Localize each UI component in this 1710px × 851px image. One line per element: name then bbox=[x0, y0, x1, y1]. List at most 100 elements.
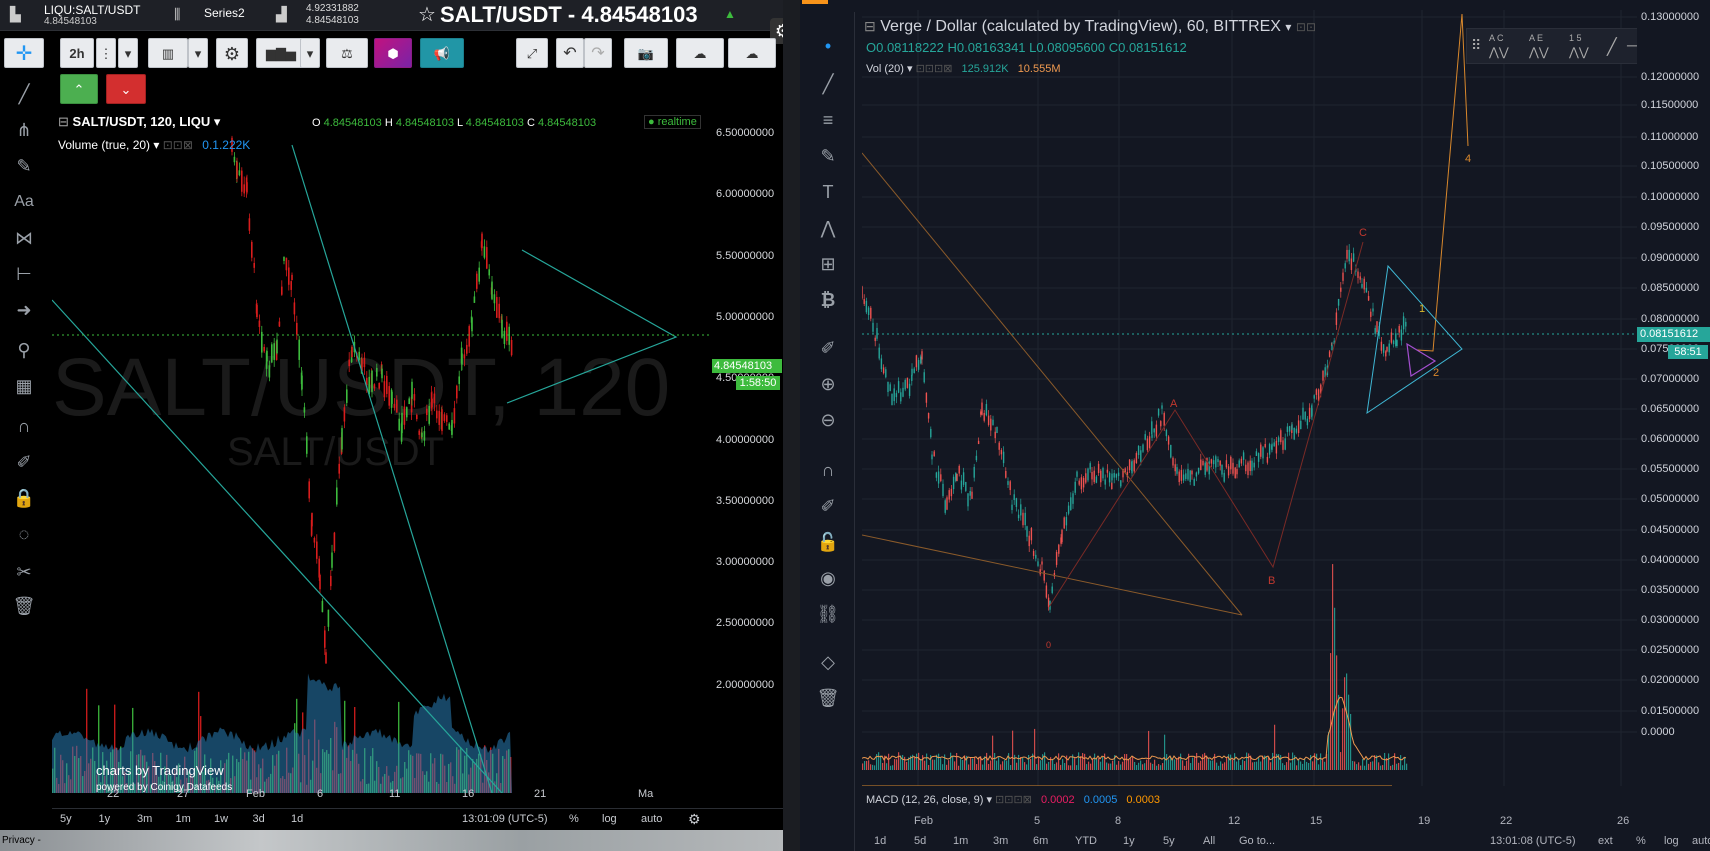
symbol-name[interactable]: LIQU:SALT/USDT bbox=[44, 3, 141, 17]
range-button-1y[interactable]: 1y bbox=[1123, 835, 1135, 847]
orange-trend-line-2[interactable] bbox=[862, 534, 1243, 616]
chevron-down-icon[interactable]: ▾ bbox=[906, 63, 913, 75]
indicators-dropdown[interactable]: ▾ bbox=[300, 38, 320, 68]
percent-toggle[interactable]: % bbox=[1636, 835, 1646, 847]
layers-icon[interactable]: ◇ bbox=[821, 652, 835, 672]
prediction-icon[interactable]: ⊢ bbox=[16, 264, 32, 284]
link-icon[interactable]: ⛓ bbox=[816, 604, 840, 624]
lock-icon[interactable]: 🔒 bbox=[12, 488, 36, 508]
magnet-icon[interactable]: ∩ bbox=[17, 416, 31, 436]
settings-gear-icon[interactable]: ⚙ bbox=[770, 18, 783, 44]
range-button-1d[interactable]: 1d bbox=[291, 813, 304, 825]
privacy-link[interactable]: Privacy - bbox=[2, 835, 41, 846]
percent-toggle[interactable]: % bbox=[569, 813, 579, 825]
legend-title[interactable]: Verge / Dollar (calculated by TradingVie… bbox=[880, 18, 1281, 35]
compare-button[interactable]: ⚖ bbox=[326, 38, 368, 68]
pattern-icon[interactable]: ⋈ bbox=[15, 228, 33, 248]
chart-style-dropdown[interactable]: ▾ bbox=[188, 38, 208, 68]
auto-toggle[interactable]: auto bbox=[1692, 835, 1710, 847]
right-time-axis[interactable]: Feb 5 8 12 15 19 22 26 bbox=[862, 815, 1637, 831]
wave-ae-tool[interactable]: A E bbox=[1529, 33, 1544, 43]
kebab-menu-button[interactable]: ⋮ bbox=[96, 38, 116, 68]
lock-icon[interactable]: 🔓 bbox=[816, 532, 840, 552]
macd-label[interactable]: MACD (12, 26, close, 9) bbox=[866, 794, 984, 806]
measure-icon[interactable]: ▦ bbox=[15, 376, 33, 396]
triangle-pattern[interactable] bbox=[506, 249, 678, 404]
magnet-icon[interactable]: ∩ bbox=[821, 460, 835, 480]
abc-wave[interactable] bbox=[1048, 241, 1364, 608]
dot-cursor-icon[interactable]: • bbox=[824, 36, 832, 56]
ruler-icon[interactable]: ✐ bbox=[820, 338, 836, 358]
buy-button[interactable]: ⌃ bbox=[60, 74, 98, 104]
range-button-Go to...[interactable]: Go to... bbox=[1239, 835, 1276, 847]
auto-toggle[interactable]: auto bbox=[641, 813, 663, 825]
text-icon[interactable]: Aa bbox=[14, 193, 34, 210]
interval-dropdown-button[interactable]: ▾ bbox=[118, 38, 138, 68]
right-price-chart[interactable]: A B C 0 1 2 4 bbox=[862, 10, 1637, 786]
arrow-icon[interactable]: ➜ bbox=[16, 300, 32, 320]
pitchfork-icon[interactable]: ⋔ bbox=[16, 120, 32, 140]
ext-toggle[interactable]: ext bbox=[1598, 835, 1613, 847]
tv-branding-line1[interactable]: charts by TradingView bbox=[96, 763, 224, 778]
range-button-1w[interactable]: 1w bbox=[214, 813, 229, 825]
range-button-5y[interactable]: 5y bbox=[1163, 835, 1175, 847]
right-price-axis[interactable]: 0.13000000 0.12000000 0.11500000 0.11000000… bbox=[1637, 0, 1710, 851]
range-button-1m[interactable]: 1m bbox=[953, 835, 969, 847]
range-button-3d[interactable]: 3d bbox=[252, 813, 265, 825]
settings-button[interactable]: ⚙ bbox=[216, 38, 248, 68]
collapse-icon[interactable]: ⊟ bbox=[58, 114, 69, 129]
star-icon[interactable]: ☆ bbox=[418, 4, 436, 26]
vol-label[interactable]: Vol (20) bbox=[866, 63, 904, 75]
volume-label[interactable]: Volume (true, 20) bbox=[58, 138, 151, 152]
chevron-down-icon[interactable]: ▾ bbox=[1285, 20, 1292, 34]
indicator-controls-icon[interactable]: ⊡⊡⊠ bbox=[162, 138, 193, 152]
interval-button[interactable]: 2h bbox=[60, 38, 94, 68]
chevron-down-icon[interactable]: ▾ bbox=[986, 794, 992, 806]
ruler-icon[interactable]: ✐ bbox=[16, 452, 32, 472]
eye-icon[interactable]: ◉ bbox=[820, 568, 836, 588]
collapse-icon[interactable]: ⊟ bbox=[864, 18, 876, 34]
trash-icon[interactable]: 🗑 bbox=[12, 596, 36, 616]
chevron-down-icon[interactable]: ▾ bbox=[213, 114, 221, 129]
range-button-All[interactable]: All bbox=[1203, 835, 1216, 847]
range-button-3m[interactable]: 3m bbox=[137, 813, 153, 825]
trash-icon[interactable]: 🗑 bbox=[816, 688, 840, 708]
axis-settings-gear-icon[interactable]: ⚙ bbox=[688, 811, 701, 827]
trend-line-icon[interactable]: ╱ bbox=[822, 74, 834, 94]
brush-icon[interactable]: ✎ bbox=[820, 146, 836, 166]
left-price-chart[interactable]: SALT/USDT, 120 SALT/USDT charts by Tradi… bbox=[52, 105, 712, 793]
tools-icon[interactable]: ✂ bbox=[16, 562, 32, 582]
left-price-axis[interactable]: 6.50000000 6.00000000 5.50000000 5.00000000… bbox=[712, 105, 783, 793]
chart-style-button[interactable]: ▥ bbox=[148, 38, 188, 68]
trend-line-icon[interactable]: ╱ bbox=[18, 84, 30, 104]
triangle-pattern-outer[interactable] bbox=[1366, 264, 1463, 415]
pattern-icon[interactable]: ⋀ bbox=[820, 218, 836, 238]
load-layout-button[interactable]: ☁ bbox=[676, 38, 724, 68]
range-button-1m[interactable]: 1m bbox=[175, 813, 191, 825]
pencil-lock-icon[interactable]: ✐ bbox=[820, 496, 836, 516]
drag-handle-icon[interactable]: ⠿ bbox=[1471, 37, 1482, 53]
bitcoin-icon[interactable]: ₿ bbox=[820, 290, 836, 310]
orange-trend-line-1[interactable] bbox=[862, 152, 1243, 616]
trend-line-2[interactable] bbox=[291, 144, 493, 793]
snapshot-button[interactable]: 📷 bbox=[624, 38, 668, 68]
templates-button[interactable]: ⬢ bbox=[374, 38, 412, 68]
sell-button[interactable]: ⌄ bbox=[106, 74, 146, 104]
text-icon[interactable]: T bbox=[822, 182, 834, 202]
zoom-out-icon[interactable]: ⊖ bbox=[820, 410, 836, 430]
crosshair-tool-button[interactable]: ✛ bbox=[4, 38, 44, 68]
range-button-5y[interactable]: 5y bbox=[60, 813, 72, 825]
prediction-icon[interactable]: ⊞ bbox=[820, 254, 836, 274]
legend-symbol[interactable]: SALT/USDT, 120, LIQU bbox=[72, 114, 211, 129]
brush-icon[interactable]: ✎ bbox=[16, 156, 32, 176]
log-toggle[interactable]: log bbox=[602, 813, 617, 825]
zoom-icon[interactable]: ⚲ bbox=[17, 340, 31, 360]
eye-hidden-icon[interactable]: ◌ bbox=[18, 524, 30, 544]
range-button-1y[interactable]: 1y bbox=[98, 813, 111, 825]
trend-line-1[interactable] bbox=[52, 299, 503, 793]
fullscreen-button[interactable]: ⤢ bbox=[516, 38, 548, 68]
fib-icon[interactable]: ≡ bbox=[822, 110, 834, 130]
range-button-6m[interactable]: 6m bbox=[1033, 835, 1049, 847]
horizontal-line-icon[interactable]: ─ bbox=[1627, 37, 1637, 53]
wave-15-tool[interactable]: 1 5 bbox=[1569, 33, 1582, 43]
